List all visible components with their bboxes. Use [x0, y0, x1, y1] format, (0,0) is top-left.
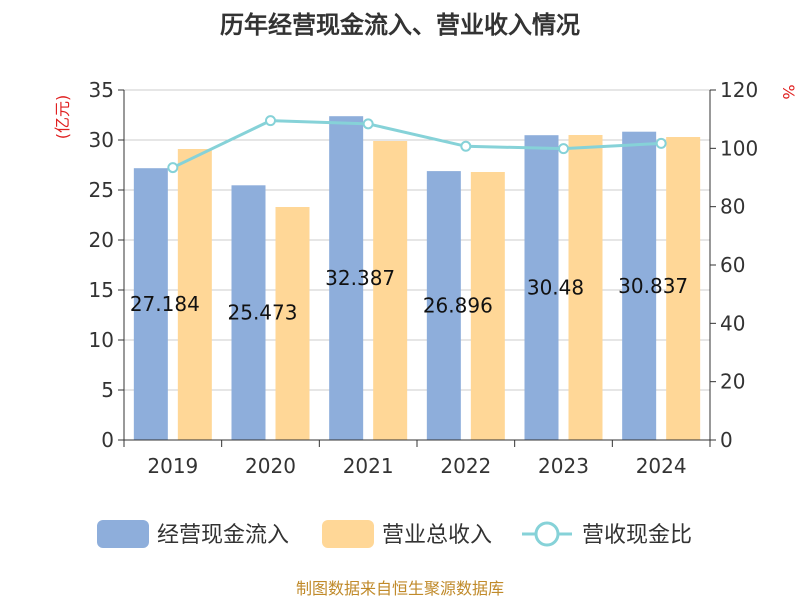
legend-label-ratio: 营收现金比	[582, 523, 692, 548]
x-tick-label: 2020	[245, 454, 296, 478]
legend-label-revenue: 营业总收入	[382, 523, 492, 548]
ratio-point	[558, 143, 569, 155]
gridlines	[124, 89, 710, 391]
cash-inflow-bar	[524, 135, 559, 440]
chart-title: 历年经营现金流入、营业收入情况	[220, 11, 580, 39]
right-tick-label: 20	[720, 370, 745, 394]
left-tick-label: 5	[101, 378, 114, 402]
legend-label-cash-inflow: 经营现金流入	[157, 523, 289, 548]
cash-inflow-bar	[231, 185, 266, 440]
cash-inflow-value-label: 32.387	[325, 266, 395, 290]
revenue-bar	[568, 135, 603, 440]
legend-swatch-cash-inflow	[97, 520, 149, 548]
left-tick-label: 0	[101, 428, 114, 452]
right-tick-label: 80	[720, 195, 745, 219]
cash-inflow-value-label: 26.896	[423, 294, 493, 318]
right-tick-label: 100	[720, 136, 758, 160]
axes: 0 5 10 15 20 25 30 35 0 20 40 60 80 100 120 2019 2020 202…	[89, 78, 759, 478]
ratio-point	[362, 118, 374, 130]
left-tick-label: 25	[89, 178, 114, 202]
left-tick-label: 35	[89, 78, 114, 102]
left-tick-label: 10	[89, 328, 114, 352]
cash-inflow-value-label: 30.837	[618, 274, 688, 298]
data-source: 制图数据来自恒生聚源数据库	[296, 579, 504, 598]
cash-inflow-value-label: 30.48	[527, 276, 584, 300]
revenue-bar	[470, 172, 505, 440]
ratio-point	[167, 162, 179, 174]
x-tick-label: 2021	[343, 454, 394, 478]
cash-inflow-bar	[426, 171, 461, 440]
legend-swatch-ratio-marker	[534, 521, 560, 547]
ratio-point	[655, 137, 667, 149]
cash-inflow-value-label: 25.473	[228, 301, 298, 325]
revenue-bar	[275, 207, 310, 440]
right-axis-unit: %	[779, 84, 798, 99]
left-tick-label: 30	[89, 128, 114, 152]
x-tick-label: 2019	[147, 454, 198, 478]
cash-inflow-bar	[329, 116, 364, 440]
cash-inflow-value-label: 27.184	[130, 292, 200, 316]
x-tick-label: 2022	[440, 454, 491, 478]
ratio-point	[265, 115, 276, 127]
right-tick-label: 0	[720, 428, 733, 452]
ratio-line	[167, 115, 667, 174]
right-tick-label: 120	[720, 78, 758, 102]
cash-inflow-bar	[133, 168, 168, 440]
bars	[133, 116, 701, 440]
left-axis-unit: (亿元)	[53, 95, 72, 140]
ratio-point	[460, 140, 472, 152]
left-tick-label: 20	[89, 228, 114, 252]
revenue-bar	[666, 137, 701, 440]
x-tick-label: 2023	[538, 454, 589, 478]
ratio-polyline	[172, 119, 662, 169]
right-tick-label: 60	[720, 253, 745, 277]
revenue-bar	[177, 149, 212, 440]
left-tick-label: 15	[89, 278, 114, 302]
legend-swatch-revenue	[322, 520, 374, 548]
right-tick-label: 40	[720, 311, 745, 335]
cash-inflow-bar	[622, 131, 657, 440]
revenue-bar	[373, 141, 408, 440]
bar-labels: 27.184 25.473 32.387 26.896 30.48 30.837	[130, 266, 688, 325]
legend: 经营现金流入 营业总收入 营收现金比	[97, 520, 692, 548]
x-tick-label: 2024	[636, 454, 687, 478]
